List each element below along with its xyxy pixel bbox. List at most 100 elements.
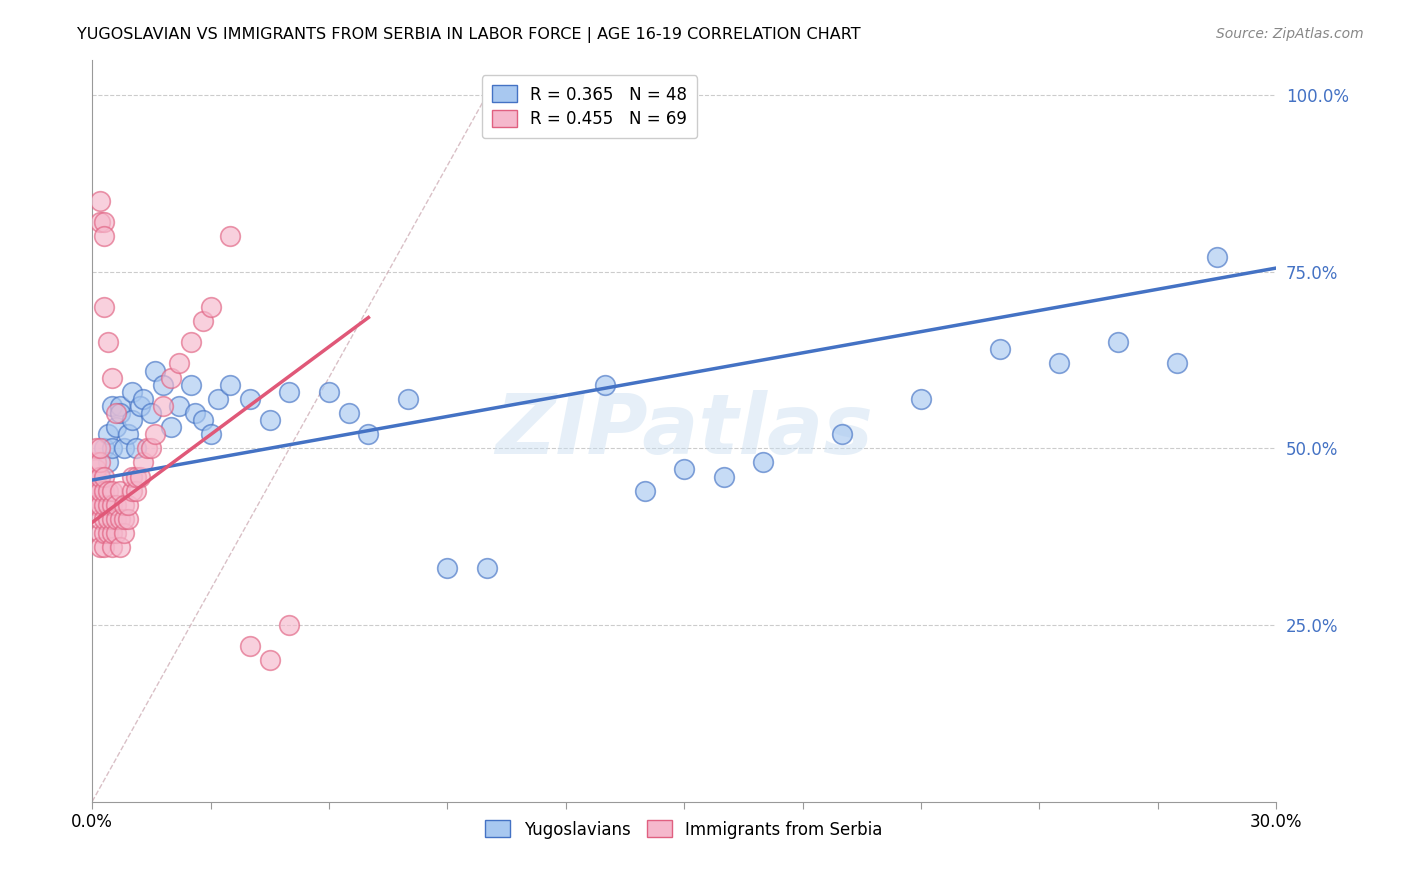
Point [101,483,124,498]
Point [108,406,131,420]
Point [1206,251,1229,265]
Point [93,512,115,526]
Point [89,442,111,456]
Point [673,462,696,476]
Point [104,406,127,420]
Point [112,512,135,526]
Text: ZIPatlas: ZIPatlas [495,390,873,471]
Point [141,406,163,420]
Point [101,370,124,384]
Point [97,526,120,541]
Point [910,392,932,406]
Point [84,498,107,512]
Point [396,392,419,406]
Point [89,483,111,498]
Point [634,483,657,498]
Point [97,427,120,442]
Point [219,229,242,244]
Point [84,462,107,476]
Point [128,399,150,413]
Point [93,215,115,229]
Point [593,377,616,392]
Point [152,377,174,392]
Point [357,427,380,442]
Point [89,455,111,469]
Point [84,469,107,483]
Point [132,392,155,406]
Point [97,483,120,498]
Point [97,512,120,526]
Point [89,540,111,554]
Point [219,377,242,392]
Point [89,512,111,526]
Point [1107,335,1129,350]
Point [84,455,107,469]
Point [278,384,301,399]
Point [112,498,135,512]
Point [93,442,115,456]
Point [752,455,775,469]
Point [200,427,222,442]
Point [121,469,143,483]
Point [259,653,281,667]
Point [93,540,115,554]
Point [93,229,115,244]
Point [167,399,190,413]
Point [89,215,111,229]
Point [108,540,131,554]
Point [89,526,111,541]
Point [278,618,301,632]
Text: Source: ZipAtlas.com: Source: ZipAtlas.com [1216,27,1364,41]
Point [101,540,124,554]
Point [128,469,150,483]
Point [239,392,262,406]
Point [1047,356,1070,370]
Point [84,476,107,491]
Point [259,413,281,427]
Point [132,455,155,469]
Point [101,442,124,456]
Point [84,442,107,456]
Point [207,392,229,406]
Point [108,512,131,526]
Point [239,639,262,653]
Point [141,442,163,456]
Point [124,442,146,456]
Point [101,512,124,526]
Point [1166,356,1188,370]
Point [117,512,139,526]
Point [337,406,360,420]
Point [93,469,115,483]
Point [108,399,131,413]
Point [84,483,107,498]
Point [97,498,120,512]
Point [97,455,120,469]
Point [152,399,174,413]
Point [160,370,183,384]
Point [200,300,222,314]
Point [112,442,135,456]
Point [93,483,115,498]
Point [167,356,190,370]
Point [101,526,124,541]
Point [143,427,166,442]
Point [713,469,735,483]
Point [104,526,127,541]
Point [84,491,107,505]
Point [93,300,115,314]
Point [180,377,202,392]
Point [108,483,131,498]
Text: YUGOSLAVIAN VS IMMIGRANTS FROM SERBIA IN LABOR FORCE | AGE 16-19 CORRELATION CHA: YUGOSLAVIAN VS IMMIGRANTS FROM SERBIA IN… [77,27,860,43]
Point [121,483,143,498]
Point [97,335,120,350]
Point [180,335,202,350]
Point [93,498,115,512]
Point [117,427,139,442]
Point [93,526,115,541]
Point [101,498,124,512]
Point [121,384,143,399]
Point [831,427,853,442]
Point [124,469,146,483]
Point [475,561,498,575]
Point [104,420,127,434]
